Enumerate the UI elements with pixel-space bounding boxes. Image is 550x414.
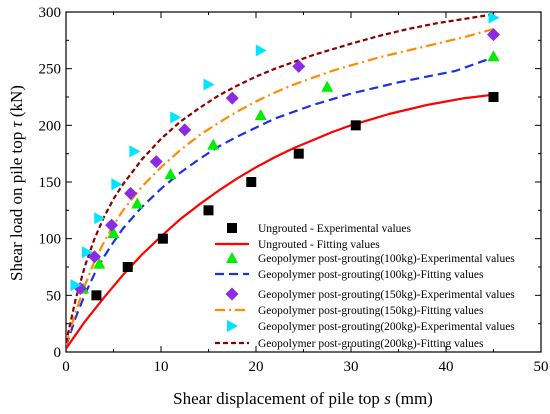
data-point xyxy=(149,155,163,169)
data-point xyxy=(292,59,306,73)
data-point xyxy=(170,111,182,124)
data-point xyxy=(124,186,138,200)
legend-label: Geopolymer post-grouting(100kg)-Experime… xyxy=(258,253,515,265)
y-tick-label: 200 xyxy=(39,118,62,134)
data-point xyxy=(207,138,220,150)
x-axis-label-var: s xyxy=(384,389,391,408)
data-point xyxy=(111,178,123,191)
data-point xyxy=(93,257,106,269)
series-points-0 xyxy=(91,92,499,301)
data-point xyxy=(129,145,141,158)
y-tick-label: 100 xyxy=(39,232,62,248)
data-point xyxy=(70,279,82,292)
x-axis-label: Shear displacement of pile top s (mm) xyxy=(173,389,433,408)
y-tick-label: 300 xyxy=(39,5,62,21)
data-point xyxy=(246,177,257,187)
data-point xyxy=(88,250,101,264)
legend-marker-swatch xyxy=(225,287,239,301)
legend-item-4: Geopolymer post-grouting(150kg)-Experime… xyxy=(225,287,515,301)
legend-item-0: Ungrouted - Experimental values xyxy=(227,223,411,235)
legend-item-3: Geopolymer post-grouting(100kg)-Fitting … xyxy=(215,269,484,281)
data-point xyxy=(91,290,102,301)
legend-label: Geopolymer post-grouting(150kg)-Fitting … xyxy=(258,305,484,317)
y-tick-label: 250 xyxy=(39,62,62,78)
x-tick-label: 30 xyxy=(344,359,359,375)
data-point xyxy=(487,28,500,42)
y-axis-label-unit: (kN) xyxy=(7,85,26,121)
x-tick-label: 10 xyxy=(154,359,169,375)
y-tick-label: 50 xyxy=(46,288,61,304)
legend-label: Geopolymer post-grouting(100kg)-Fitting … xyxy=(258,269,484,281)
legend-marker-swatch xyxy=(226,252,238,263)
legend-item-7: Geopolymer post-grouting(200kg)-Fitting … xyxy=(215,338,484,350)
series-line-5 xyxy=(66,27,494,346)
data-point xyxy=(255,44,267,57)
legend: Ungrouted - Experimental values Ungrouted… xyxy=(215,223,515,350)
data-point xyxy=(94,212,106,225)
data-point xyxy=(487,50,500,62)
x-tick-label: 20 xyxy=(249,359,264,375)
legend-item-6: Geopolymer post-grouting(200kg)-Experime… xyxy=(227,320,515,333)
y-tick-label: 0 xyxy=(54,345,62,361)
data-point xyxy=(203,78,215,91)
legend-label: Geopolymer post-grouting(200kg)-Fitting … xyxy=(258,338,484,350)
data-point xyxy=(225,91,239,105)
series-line-1 xyxy=(66,93,494,350)
y-axis-label: Shear load on pile top τ (kN) xyxy=(7,85,26,281)
legend-label: Geopolymer post-grouting(150kg)-Experime… xyxy=(258,289,515,301)
legend-item-5: Geopolymer post-grouting(150kg)-Fitting … xyxy=(215,305,484,317)
y-axis-label-var: τ xyxy=(7,121,26,128)
data-point xyxy=(105,218,119,232)
series-line-3 xyxy=(66,56,494,347)
data-point xyxy=(178,123,192,137)
x-tick-label: 0 xyxy=(62,359,70,375)
data-point xyxy=(321,80,334,92)
data-point xyxy=(203,205,214,216)
series-points-4 xyxy=(73,28,500,296)
data-point xyxy=(293,148,304,159)
legend-label: Ungrouted - Fitting values xyxy=(258,239,380,251)
x-tick-label: 40 xyxy=(439,359,454,375)
data-point xyxy=(254,109,267,121)
legend-marker-swatch xyxy=(227,320,238,332)
series-points-6 xyxy=(70,12,500,292)
legend-label: Ungrouted - Experimental values xyxy=(258,223,411,235)
x-axis-label-text: Shear displacement of pile top xyxy=(173,389,384,408)
data-point xyxy=(81,246,93,259)
data-point xyxy=(488,92,499,102)
data-point xyxy=(164,168,177,180)
x-tick-label: 50 xyxy=(534,359,549,375)
y-axis-label-text: Shear load on pile top xyxy=(7,128,26,281)
data-point xyxy=(488,12,500,24)
data-point xyxy=(350,120,361,131)
series-layer xyxy=(66,12,500,350)
data-point xyxy=(122,262,133,272)
legend-marker-swatch xyxy=(227,223,237,233)
legend-label: Geopolymer post-grouting(200kg)-Experime… xyxy=(258,321,515,333)
legend-item-1: Ungrouted - Fitting values xyxy=(215,239,380,251)
x-axis-label-unit: (mm) xyxy=(391,389,433,408)
plot-frame xyxy=(65,11,542,353)
data-point xyxy=(131,197,144,209)
data-point xyxy=(107,227,120,238)
axes: 0 10 20 30 40 50 0 50 100 150 200 250 300 xyxy=(39,5,549,375)
y-tick-label: 150 xyxy=(39,175,62,191)
legend-item-2: Geopolymer post-grouting(100kg)-Experime… xyxy=(226,252,515,265)
data-point xyxy=(157,233,168,244)
